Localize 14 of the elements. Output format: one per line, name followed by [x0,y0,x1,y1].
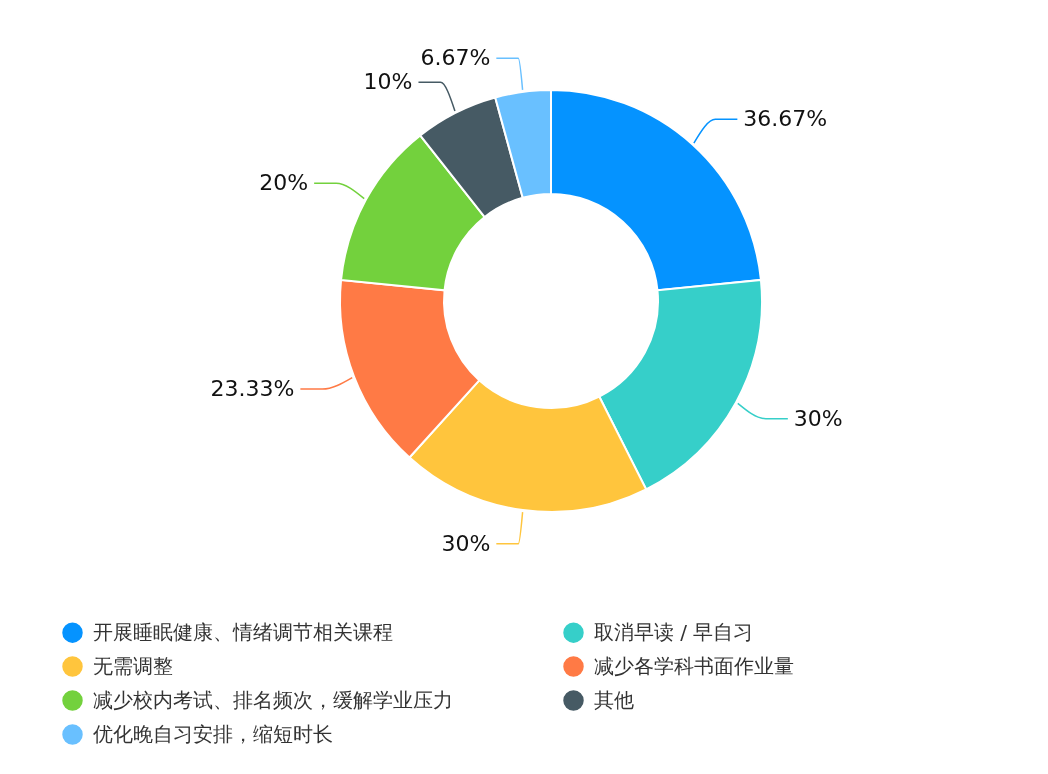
data-label: 36.67% [743,106,828,132]
legend-label: 减少校内考试、排名频次，缓解学业压力 [93,687,453,712]
data-label: 30% [793,405,843,431]
legend-label: 取消早读 / 早自习 [594,619,754,644]
data-label: 20% [259,170,309,196]
legend-label: 减少各学科书面作业量 [594,653,794,678]
legend-label: 开展睡眠健康、情绪调节相关课程 [93,619,393,644]
legend-label: 其他 [594,687,634,712]
data-label: 10% [363,69,413,95]
legend-label: 优化晚自习安排，缩短时长 [93,721,333,746]
data-label: 23.33% [210,376,295,402]
legend-label: 无需调整 [93,653,173,678]
data-label: 30% [441,530,491,556]
data-label: 6.67% [420,45,491,71]
